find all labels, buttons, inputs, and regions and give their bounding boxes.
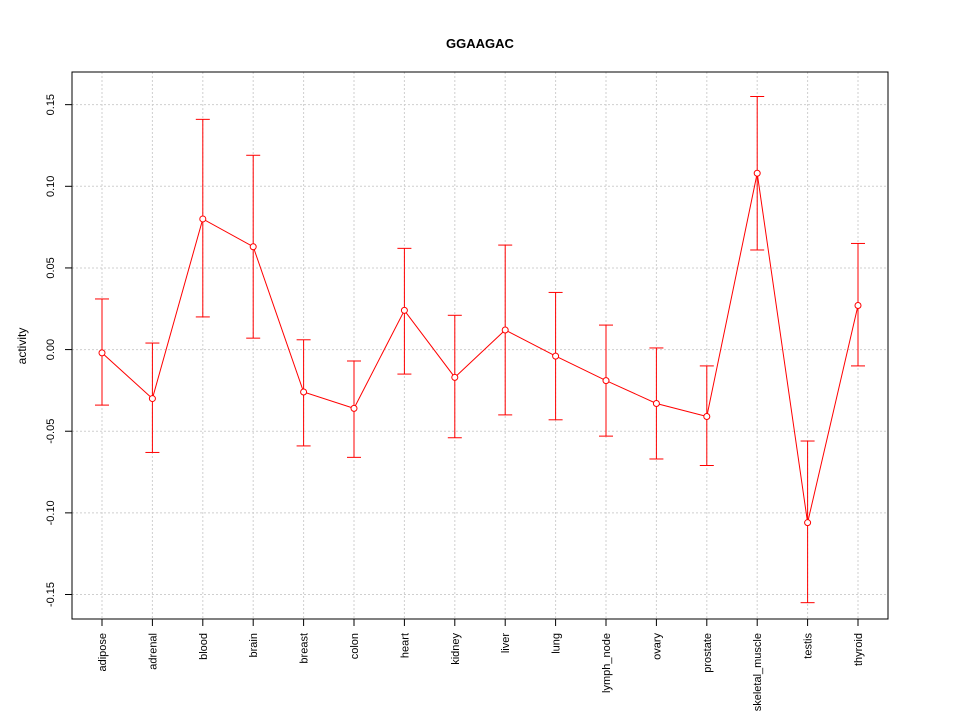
y-axis: -0.15 -0.10 -0.05 0.00 0.05 0.10 0.15 [45, 94, 72, 607]
y-tick-label: 0.10 [45, 176, 57, 197]
x-tick-label: ovary [651, 633, 663, 660]
chart-title: GGAAGAC [446, 36, 515, 51]
data-point [703, 413, 711, 421]
x-tick-label: testis [803, 633, 815, 659]
data-point [501, 326, 509, 334]
data-point [854, 301, 862, 309]
x-tick-label: colon [349, 633, 361, 659]
series-line [101, 173, 859, 523]
data-point [602, 377, 610, 385]
data-point [804, 519, 812, 527]
x-tick-label: thyroid [853, 633, 865, 666]
data-point [652, 399, 660, 407]
x-tick-label: lung [551, 633, 563, 654]
x-axis: adipose adrenal blood brain breast colon heart… [97, 619, 865, 711]
data-point [350, 404, 358, 412]
x-tick-label: skeletal_muscle [752, 633, 764, 711]
x-tick-label: brain [248, 633, 260, 657]
data-point [249, 243, 257, 251]
y-tick-label: 0.05 [45, 257, 57, 278]
x-tick-label: prostate [702, 633, 714, 673]
x-tick-label: liver [500, 633, 512, 654]
x-tick-label: breast [299, 633, 311, 664]
grid-layer [72, 72, 888, 619]
x-tick-label: heart [399, 633, 411, 658]
y-tick-label: 0.15 [45, 94, 57, 115]
data-point [199, 215, 207, 223]
y-tick-label: -0.10 [45, 500, 57, 525]
data-point [451, 373, 459, 381]
y-tick-label: -0.05 [45, 419, 57, 444]
data-point [300, 388, 308, 396]
data-point [753, 169, 761, 177]
data-point [98, 349, 106, 357]
x-tick-label: lymph_node [601, 633, 613, 693]
x-tick-label: adrenal [147, 633, 159, 670]
y-axis-label: activity [15, 328, 29, 365]
series-layer [95, 95, 865, 604]
x-tick-label: kidney [450, 633, 462, 665]
data-point [400, 306, 408, 314]
data-point [552, 352, 560, 360]
y-tick-label: -0.15 [45, 582, 57, 607]
data-point [148, 395, 156, 403]
x-tick-label: blood [198, 633, 210, 660]
x-tick-label: adipose [97, 633, 109, 672]
y-tick-label: 0.00 [45, 339, 57, 360]
plot-frame [71, 71, 889, 620]
